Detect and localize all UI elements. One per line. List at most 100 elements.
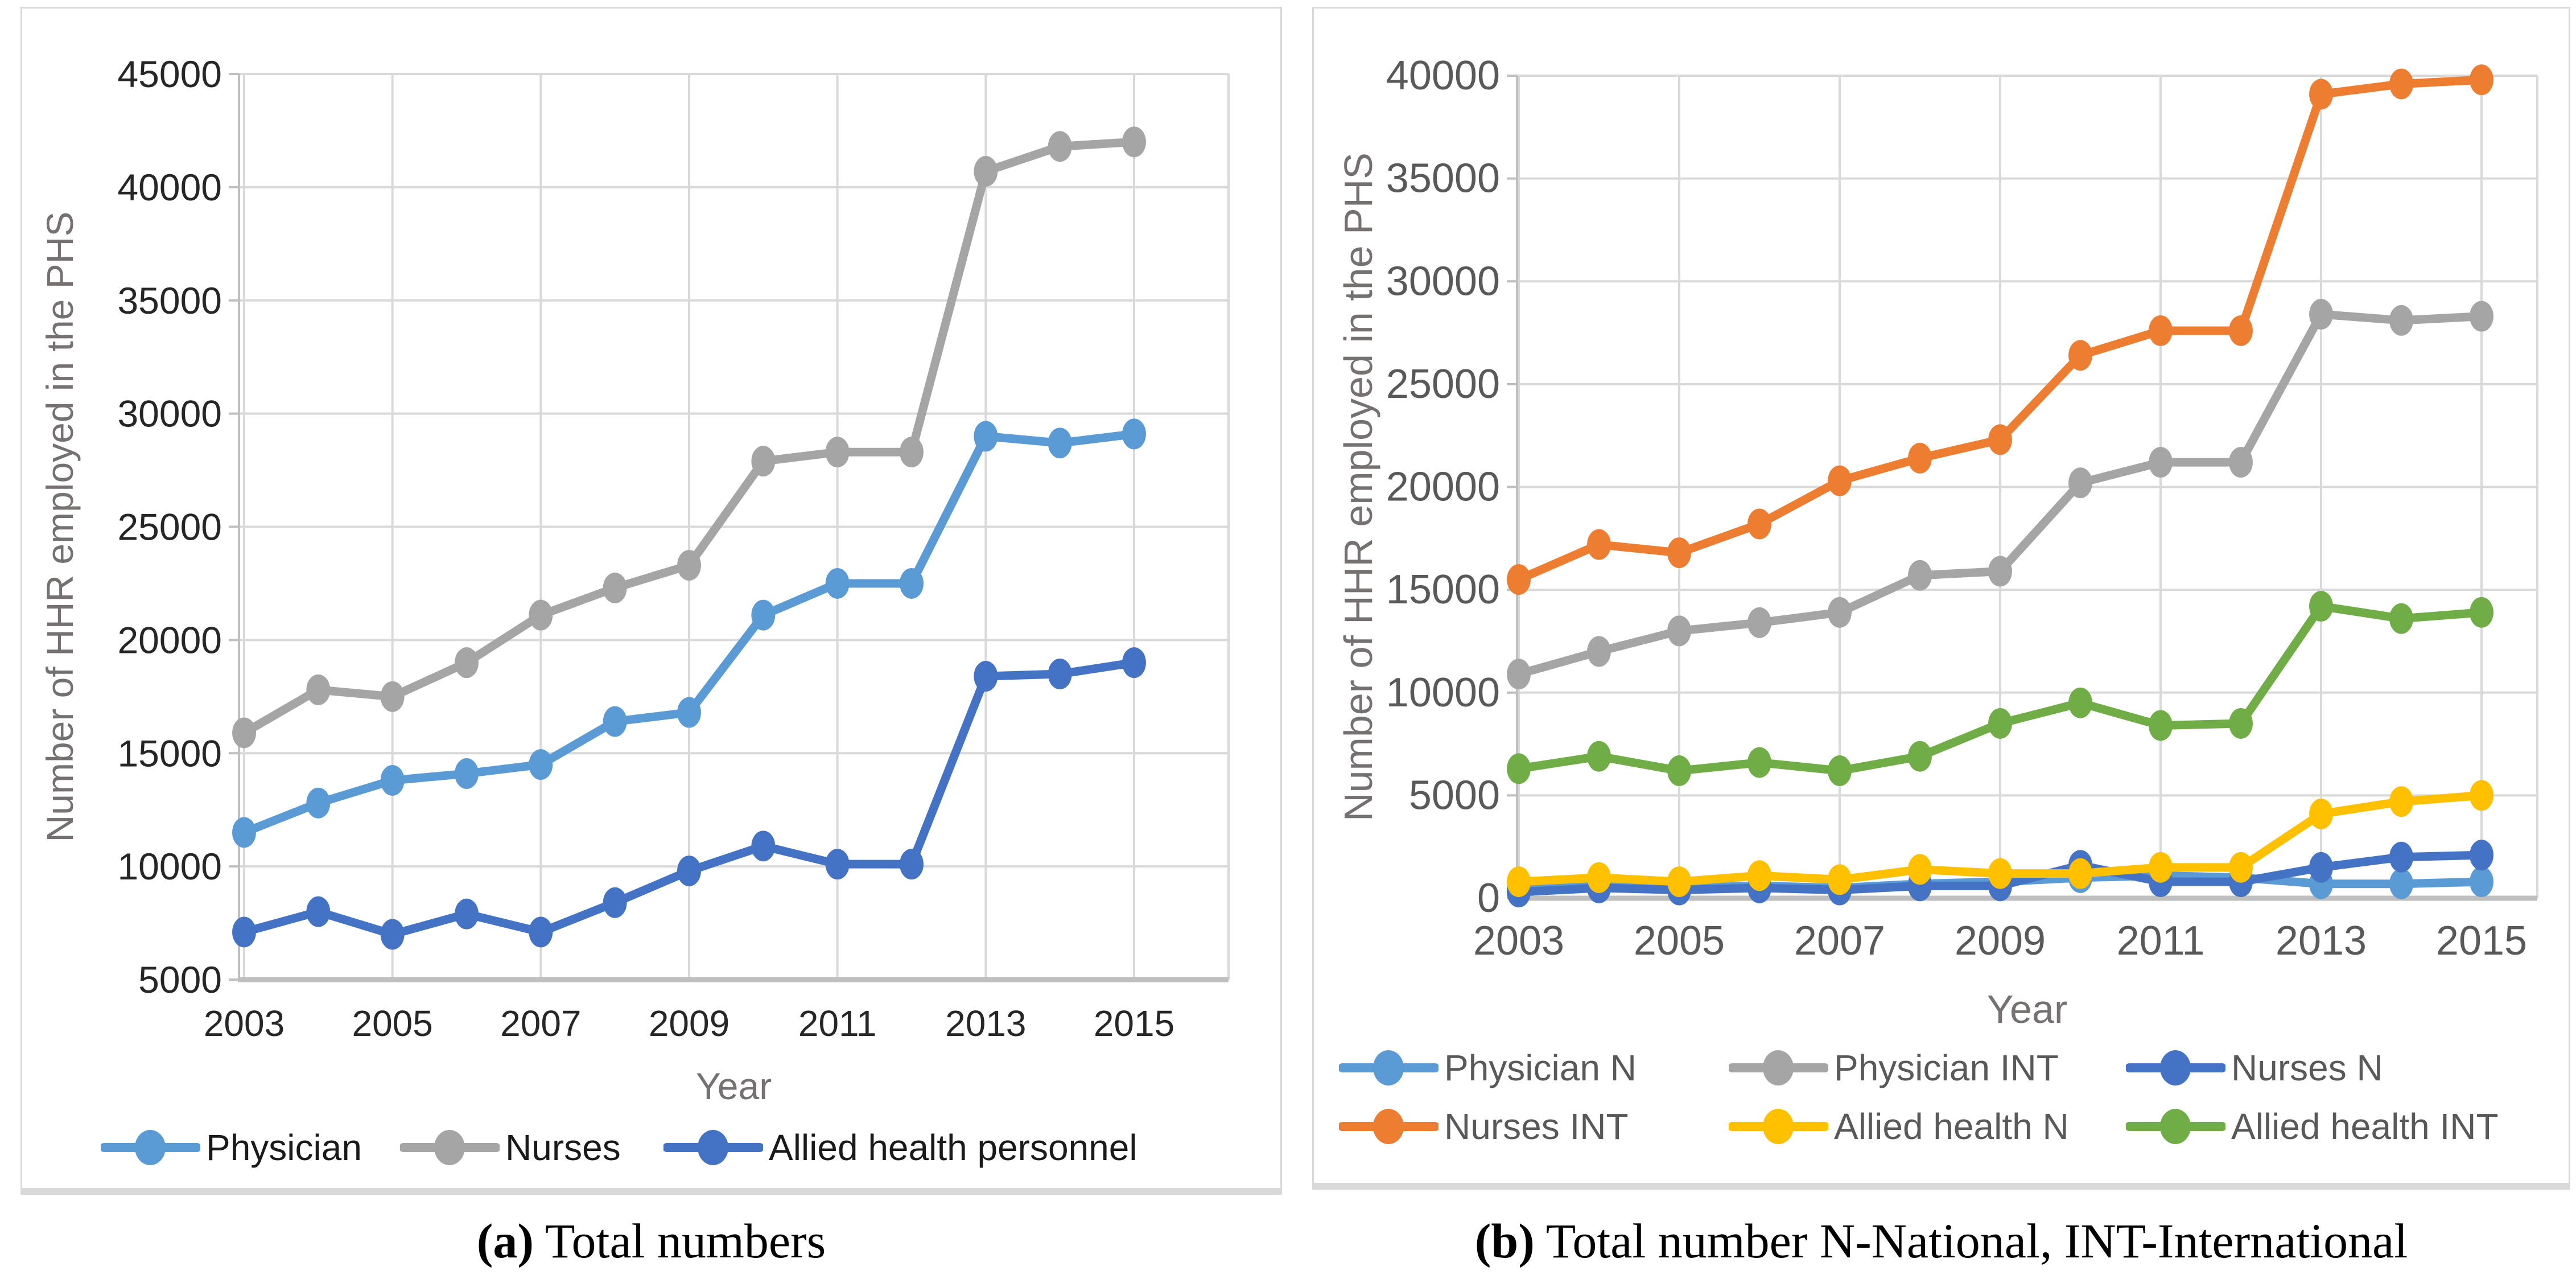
data-point-marker [529, 599, 553, 631]
data-point-marker [1587, 529, 1611, 560]
x-tick-label: 2011 [798, 1003, 877, 1044]
data-point-marker [603, 887, 627, 918]
data-point-marker [2470, 840, 2493, 871]
y-tick-label: 25000 [1386, 361, 1500, 407]
data-point-marker [2470, 780, 2493, 811]
data-point-marker [677, 550, 701, 581]
legend-marker-icon [101, 1130, 200, 1165]
line-chart-national-international: 0 5000 10000 15000 20000 25000 30000 35000 40000… [1336, 53, 2538, 1031]
x-tick-label: 2007 [1794, 918, 1885, 964]
data-point-marker [380, 764, 405, 796]
data-point-marker [1667, 755, 1691, 787]
data-point-marker [1908, 854, 1932, 885]
data-point-marker [2068, 858, 2092, 889]
legend-label: Nurses [505, 1127, 621, 1168]
data-point-marker [232, 916, 256, 948]
data-point-marker [1747, 607, 1771, 638]
data-point-marker [1122, 126, 1146, 158]
data-point-marker [1828, 465, 1852, 496]
data-point-marker [306, 674, 331, 705]
data-point-marker [306, 787, 331, 819]
y-tick-label: 0 [1477, 875, 1500, 921]
x-tick-labels: 2003 2005 2007 2009 2011 2013 2015 [1473, 918, 2527, 964]
data-point-marker [380, 681, 405, 712]
series-nurses-int [1507, 64, 2493, 595]
data-point-marker [1747, 508, 1771, 540]
y-tick-label: 40000 [1386, 53, 1500, 98]
data-point-marker [2068, 340, 2092, 371]
data-point-marker [2229, 447, 2253, 478]
x-tick-label: 2011 [2117, 918, 2205, 964]
x-tick-label: 2009 [1955, 918, 2046, 964]
data-point-marker [900, 568, 924, 599]
gridlines [239, 73, 1230, 981]
caption-a-text: Total numbers [545, 1214, 826, 1268]
data-point-marker [974, 156, 998, 187]
y-tick-label: 15000 [1386, 567, 1500, 612]
legend-item-physician-int: Physician INT [1729, 1047, 2059, 1089]
data-point-marker [2389, 786, 2413, 817]
data-point-marker [900, 437, 924, 468]
caption-b-text: Total number N-National, INT-Internation… [1545, 1214, 2408, 1268]
data-point-marker [2470, 597, 2493, 628]
y-tick-label: 20000 [117, 619, 222, 661]
y-tick-labels: 0 5000 10000 15000 20000 25000 30000 35000 40000 [1386, 53, 1500, 921]
data-point-marker [2470, 64, 2493, 96]
data-point-marker [1048, 659, 1072, 690]
data-point-marker [232, 817, 256, 848]
y-tick-label: 30000 [1386, 258, 1500, 304]
data-point-marker [2470, 866, 2493, 898]
y-tick-label: 35000 [1386, 156, 1500, 202]
y-tick-label: 30000 [117, 393, 222, 435]
y-tick-label: 35000 [117, 279, 222, 322]
data-point-marker [529, 916, 553, 948]
data-point-marker [2149, 710, 2173, 741]
line-chart-total-numbers: 5000 10000 15000 20000 25000 30000 35000 40000 4… [39, 53, 1230, 1107]
legend-marker-icon [1729, 1050, 1828, 1085]
data-point-marker [2389, 305, 2413, 336]
data-point-marker [2229, 315, 2253, 346]
x-tick-label: 2007 [500, 1003, 581, 1044]
data-point-marker [2068, 687, 2092, 718]
y-tick-label: 15000 [117, 732, 222, 774]
x-tick-label: 2013 [2276, 918, 2367, 964]
data-point-marker [380, 919, 405, 950]
data-point-marker [455, 647, 479, 679]
data-point-marker [603, 706, 627, 737]
data-point-marker [2309, 852, 2333, 883]
chart-panel-a: 5000 10000 15000 20000 25000 30000 35000 40000 4… [20, 7, 1282, 1195]
data-point-marker [825, 437, 850, 468]
data-point-marker [455, 898, 479, 930]
x-axis-title: Year [1987, 987, 2067, 1031]
legend-label: Nurses INT [1444, 1106, 1629, 1147]
data-point-marker [1988, 858, 2012, 889]
data-point-marker [455, 758, 479, 790]
legend-item-allied-health-n: Allied health N [1729, 1105, 2069, 1148]
series-physician [232, 418, 1146, 848]
y-axis-title: Number of HHR employed in the PHS [1336, 153, 1380, 821]
data-point-marker [677, 856, 701, 887]
data-point-marker [825, 568, 850, 599]
data-point-marker [603, 572, 627, 603]
caption-a-label: (a) [476, 1214, 534, 1268]
chart-panel-b: 0 5000 10000 15000 20000 25000 30000 35000 40000… [1312, 7, 2570, 1190]
x-tick-labels: 2003 2005 2007 2009 2011 2013 2015 [204, 1003, 1174, 1044]
data-point-marker [529, 749, 553, 780]
data-point-marker [2149, 315, 2173, 346]
legend-item-physician: Physician [101, 1126, 362, 1169]
x-tick-label: 2003 [204, 1003, 285, 1044]
y-tick-label: 10000 [117, 845, 222, 887]
data-point-marker [1587, 862, 1611, 893]
data-point-marker [751, 599, 776, 631]
data-point-marker [677, 697, 701, 728]
x-tick-label: 2015 [2436, 918, 2527, 964]
legend-marker-icon [1339, 1050, 1439, 1085]
data-point-marker [2309, 798, 2333, 829]
data-point-marker [1828, 755, 1852, 787]
legend-item-nurses-int: Nurses INT [1339, 1105, 1629, 1148]
y-tick-label: 20000 [1386, 464, 1500, 510]
caption-b: (b) Total number N-National, INT-Interna… [1312, 1212, 2570, 1269]
data-point-marker [1747, 860, 1771, 891]
data-point-marker [2229, 708, 2253, 739]
legend-label: Allied health INT [2231, 1106, 2499, 1147]
